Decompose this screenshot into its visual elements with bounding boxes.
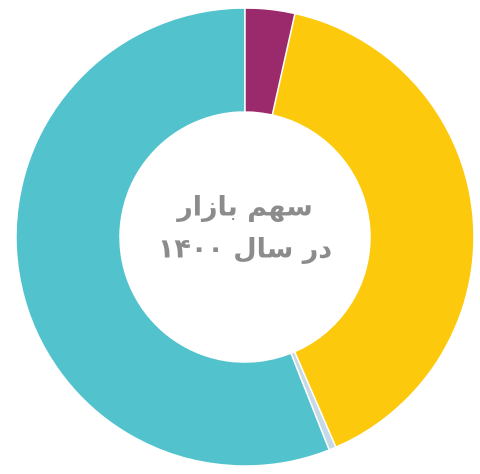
center-title: سهم بازار xyxy=(175,192,313,223)
donut-slice xyxy=(244,7,296,116)
center-subtitle: در سال ۱۴۰۰ xyxy=(158,234,332,265)
donut-slice xyxy=(271,12,475,449)
donut-slice xyxy=(15,7,331,467)
